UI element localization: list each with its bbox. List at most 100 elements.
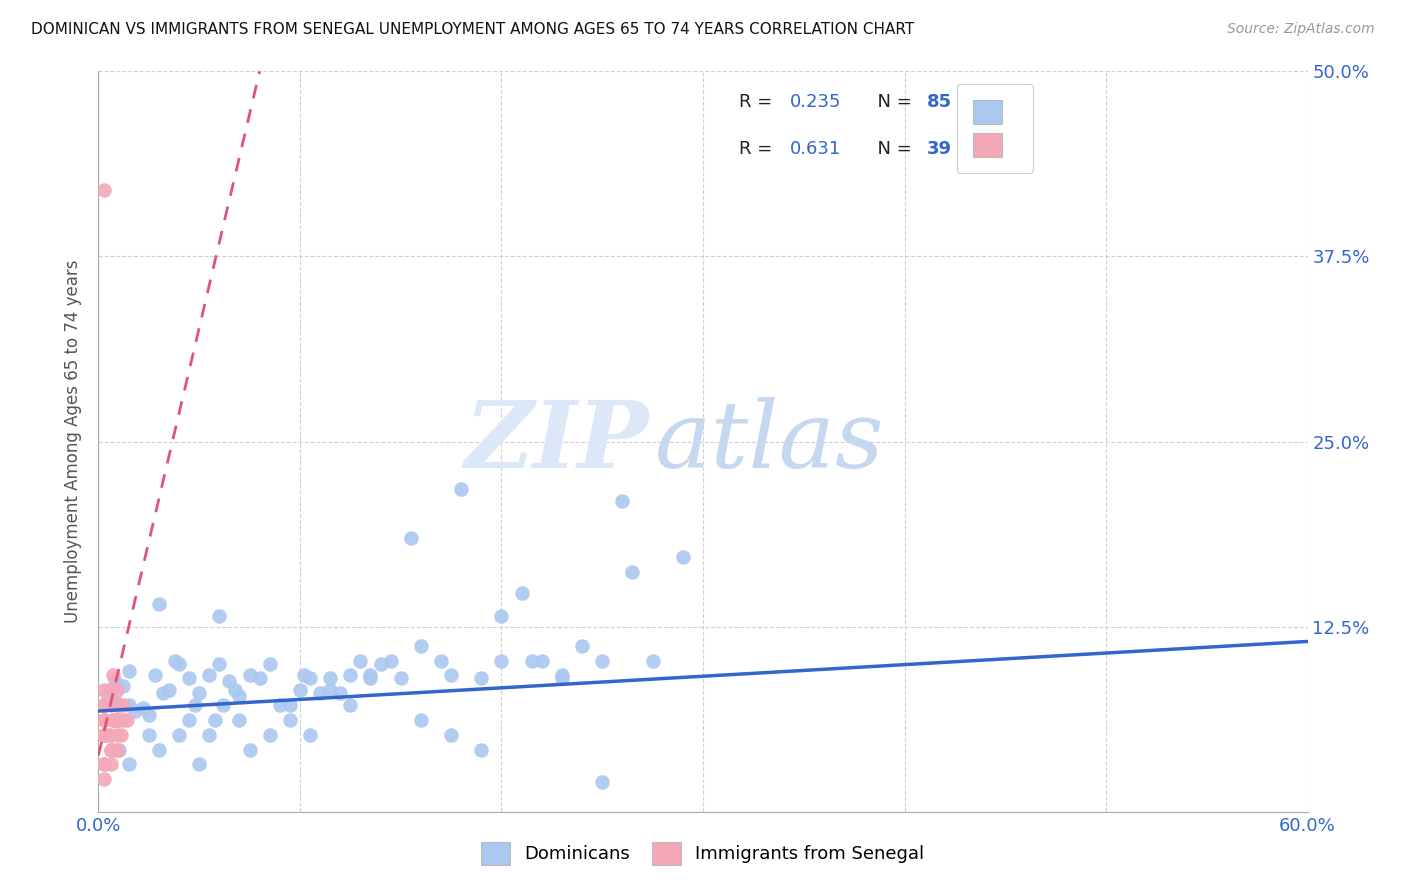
Point	[93, 757, 115, 772]
Point	[101, 713, 124, 727]
Point	[491, 609, 513, 624]
Point	[138, 728, 160, 742]
Point	[212, 698, 235, 712]
Point	[163, 654, 186, 668]
Point	[103, 713, 125, 727]
Text: 0.631: 0.631	[790, 140, 841, 158]
Point	[470, 672, 492, 686]
Point	[152, 686, 174, 700]
Point	[228, 690, 250, 704]
Point	[93, 713, 115, 727]
Point	[259, 657, 281, 671]
Point	[259, 728, 281, 742]
Point	[100, 683, 122, 698]
Point	[204, 713, 226, 727]
Point	[97, 728, 120, 742]
Legend: , : ,	[956, 84, 1032, 173]
Point	[239, 742, 262, 756]
Point	[105, 728, 128, 742]
Point	[198, 728, 221, 742]
Point	[218, 674, 240, 689]
Point	[124, 704, 146, 718]
Y-axis label: Unemployment Among Ages 65 to 74 years: Unemployment Among Ages 65 to 74 years	[65, 260, 83, 624]
Point	[409, 639, 432, 653]
Point	[208, 657, 231, 671]
Point	[101, 713, 124, 727]
Point	[93, 772, 115, 786]
Point	[591, 654, 613, 668]
Point	[93, 728, 115, 742]
Point	[100, 698, 122, 712]
Point	[93, 728, 115, 742]
Point	[148, 598, 170, 612]
Point	[360, 672, 382, 686]
Point	[349, 654, 371, 668]
Point	[111, 713, 134, 727]
Point	[278, 713, 301, 727]
Point	[319, 683, 342, 698]
Point	[143, 668, 166, 682]
Text: N =: N =	[866, 140, 918, 158]
Point	[249, 672, 271, 686]
Point	[380, 654, 402, 668]
Text: atlas: atlas	[655, 397, 884, 486]
Point	[470, 742, 492, 756]
Point	[520, 654, 543, 668]
Point	[103, 674, 125, 689]
Point	[309, 686, 332, 700]
Point	[440, 728, 463, 742]
Point	[93, 757, 115, 772]
Point	[167, 728, 190, 742]
Point	[228, 713, 250, 727]
Point	[269, 698, 291, 712]
Point	[224, 683, 246, 698]
Point	[239, 668, 262, 682]
Text: R =: R =	[740, 140, 779, 158]
Point	[93, 728, 115, 742]
Point	[118, 698, 141, 712]
Point	[530, 654, 553, 668]
Point	[105, 713, 128, 727]
Point	[100, 742, 122, 756]
Point	[101, 668, 124, 682]
Point	[100, 683, 122, 698]
Point	[111, 698, 134, 712]
Point	[329, 686, 352, 700]
Point	[101, 742, 124, 756]
Point	[292, 668, 315, 682]
Point	[148, 742, 170, 756]
Point	[591, 775, 613, 789]
Point	[105, 683, 128, 698]
Text: 39: 39	[927, 140, 952, 158]
Point	[299, 728, 322, 742]
Point	[612, 493, 634, 508]
Point	[93, 183, 115, 197]
Point	[105, 742, 128, 756]
Point	[430, 654, 453, 668]
Point	[97, 690, 120, 704]
Text: 0.235: 0.235	[790, 94, 842, 112]
Point	[110, 728, 132, 742]
Point	[339, 668, 361, 682]
Point	[118, 664, 141, 678]
Point	[399, 531, 422, 545]
Point	[621, 565, 644, 579]
Point	[184, 698, 207, 712]
Point	[208, 609, 231, 624]
Text: Source: ZipAtlas.com: Source: ZipAtlas.com	[1227, 22, 1375, 37]
Point	[100, 683, 122, 698]
Point	[299, 672, 322, 686]
Point	[103, 694, 125, 708]
Point	[107, 698, 129, 712]
Point	[641, 654, 664, 668]
Point	[198, 668, 221, 682]
Point	[107, 713, 129, 727]
Point	[167, 657, 190, 671]
Point	[115, 713, 138, 727]
Point	[107, 742, 129, 756]
Point	[100, 742, 122, 756]
Point	[179, 672, 201, 686]
Point	[551, 668, 574, 682]
Text: ZIP: ZIP	[464, 397, 648, 486]
Point	[450, 482, 472, 496]
